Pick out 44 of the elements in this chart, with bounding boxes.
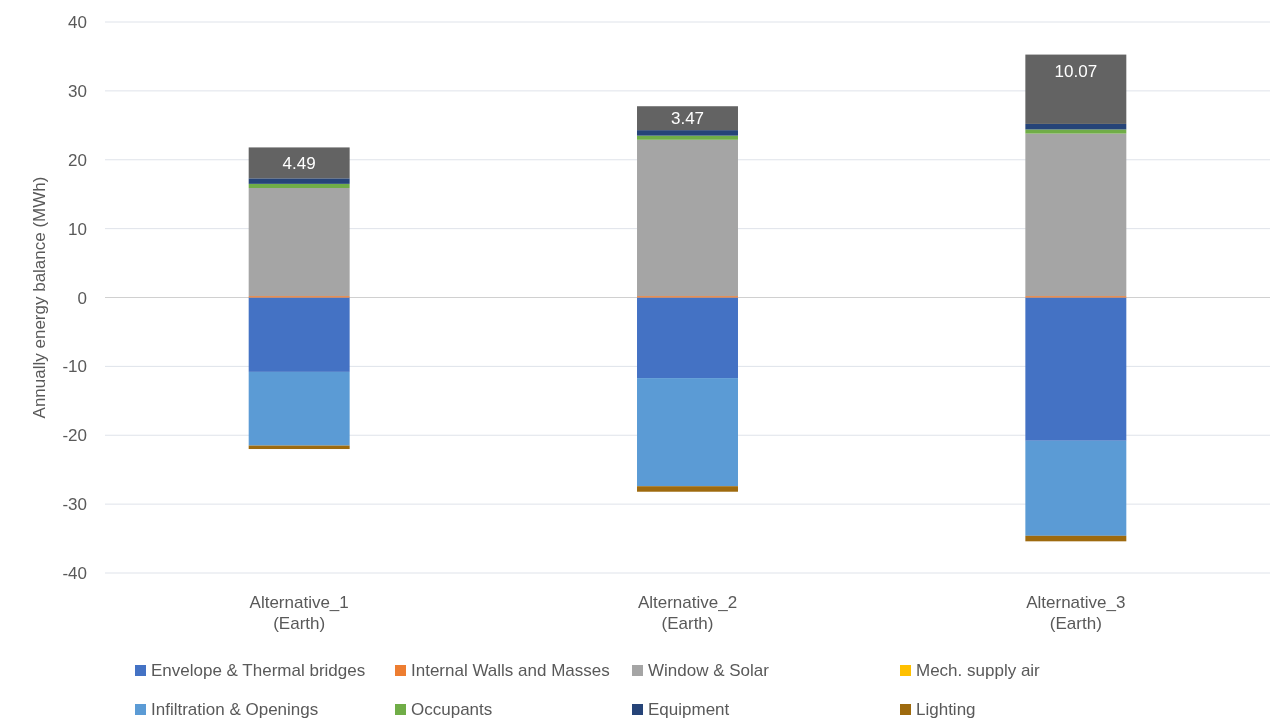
bar [248,371,350,446]
bar [1025,54,1127,124]
y-tick-label: 30 [68,81,87,101]
y-tick-label: -30 [62,495,87,515]
legend-label: Window & Solar [648,661,770,680]
legend-label: Lighting [916,700,976,719]
y-tick-label: 20 [68,150,87,170]
y-tick-label: -40 [62,564,87,583]
y-tick-label: -20 [62,426,87,446]
y-tick-label: 0 [77,288,87,308]
bar [248,178,350,184]
bar [248,183,350,188]
x-tick-label: Alternative_3 (Earth) [1026,593,1126,633]
legend-label: Envelope & Thermal bridges [151,661,366,680]
data-label: 4.49 [282,153,316,173]
bar [248,297,350,372]
bar [1025,123,1127,130]
legend-label: Mech. supply air [916,661,1041,680]
y-axis-title: Annually energy balance (MWh) [30,176,49,419]
y-tick-label: 40 [68,13,87,32]
bar [637,378,738,487]
bar [1025,440,1127,536]
bar [637,297,738,379]
data-label: 3.47 [670,109,705,129]
bar [637,135,738,140]
legend-label: Occupants [411,700,493,719]
bar [1025,133,1127,297]
bar [1025,297,1127,441]
bar [637,130,738,136]
bar [1025,129,1127,134]
y-tick-label: 10 [68,219,87,239]
bar [1025,535,1127,542]
bar [248,147,350,179]
x-tick-label: Alternative_1 (Earth) [249,593,349,633]
bar [637,486,738,492]
legend-label: Internal Walls and Masses [411,661,610,680]
x-tick-label: Alternative_2 (Earth) [637,593,738,633]
data-label: 10.07 [1054,61,1098,81]
bar [637,139,738,297]
y-tick-label: -10 [62,357,87,377]
legend-label: Infiltration & Openings [151,700,319,719]
legend-label: Equipment [648,700,730,719]
bar [637,106,738,131]
bar [248,187,350,297]
